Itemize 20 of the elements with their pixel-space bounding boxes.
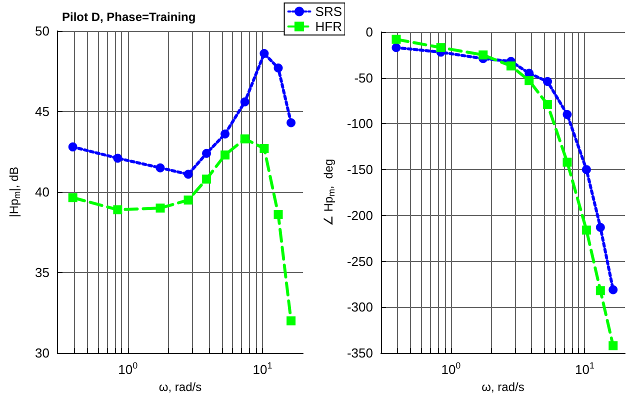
y-tick-label: -250 [346,254,373,269]
chart-title: Pilot D, Phase=Training [62,10,196,24]
y-tick-label: -300 [346,300,373,315]
y-tick-label: -350 [346,346,373,360]
legend-label: SRS [315,4,342,19]
y-tick-label: 35 [35,265,50,280]
y-tick-label: -150 [346,162,373,178]
y-tick-label: -200 [346,208,373,223]
y-tick-label: 0 [366,24,373,40]
legend-label: HFR [315,19,342,34]
y-axis-title: |Hpm|, dB [7,166,22,218]
y-tick-label: -50 [354,70,373,86]
y-axis-title: ∠ Hpm, deg [322,158,337,226]
y-tick-label: 40 [35,184,50,200]
x-axis-title: ω, rad/s [158,380,202,394]
y-tick-label: 45 [35,104,50,119]
x-axis-title: ω, rad/s [482,380,524,394]
y-tick-label: -100 [346,116,373,132]
y-tick-label: 30 [35,346,50,360]
y-tick-label: 50 [35,24,50,38]
